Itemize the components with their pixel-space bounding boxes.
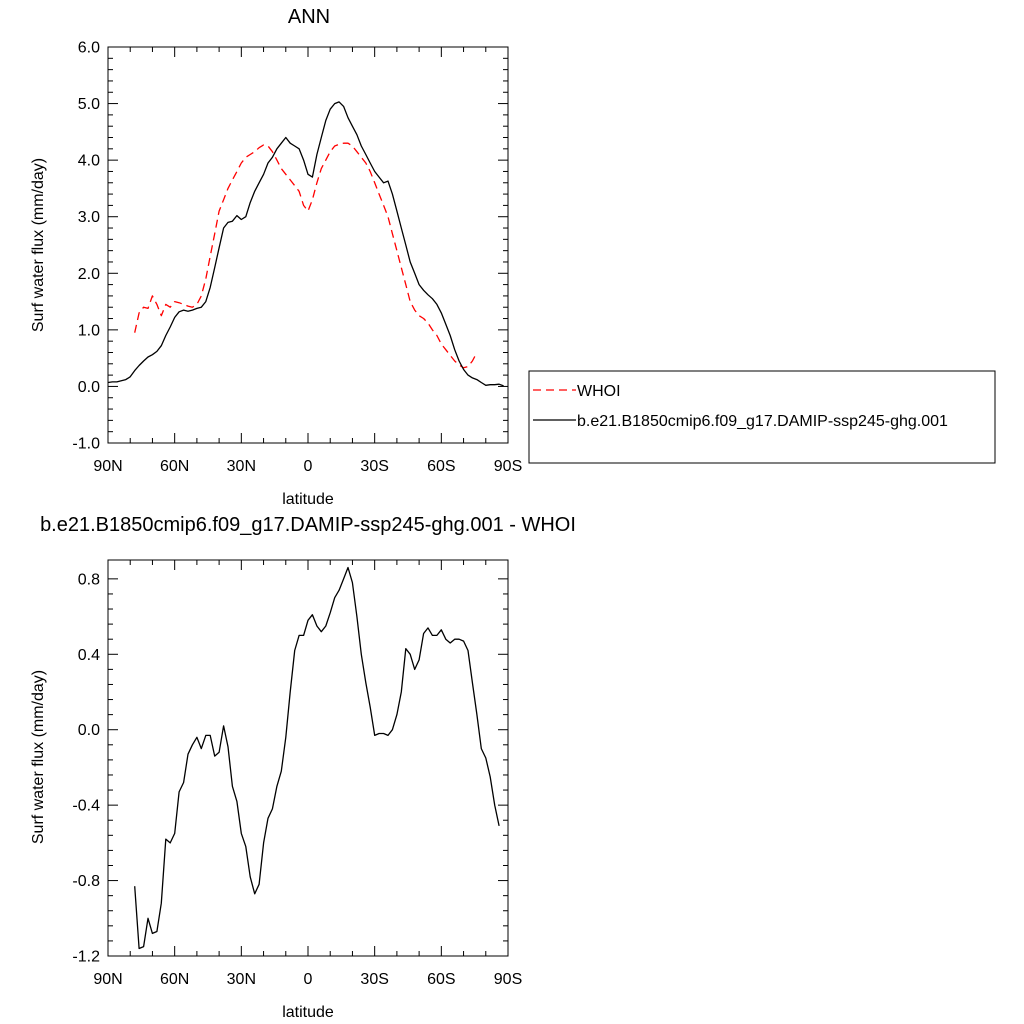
bottom-y-tick-label: -1.2 [72, 949, 100, 966]
bottom-y-tick-label: -0.8 [72, 873, 100, 890]
bottom-series-lines [134, 566, 500, 950]
bottom-y-tick-label: -0.4 [72, 798, 100, 815]
top-y-tick-label: 6.0 [78, 40, 100, 57]
bottom-chart-title: b.e21.B1850cmip6.f09_g17.DAMIP-ssp245-gh… [40, 514, 576, 536]
top-x-tick-label: 60N [160, 458, 189, 475]
top-series-line-0 [134, 142, 478, 369]
bottom-x-tick-label: 30S [360, 971, 388, 988]
top-x-tick-label: 90S [494, 458, 522, 475]
top-y-tick-label: 1.0 [78, 322, 100, 339]
bottom-x-tick-label: 60N [160, 971, 189, 988]
top-x-tick-label: 0 [304, 458, 313, 475]
top-y-tick-label: 3.0 [78, 209, 100, 226]
bottom-axis-ticks [107, 560, 509, 957]
bottom-x-tick-label: 90N [93, 971, 122, 988]
bottom-x-tick-label: 0 [304, 971, 313, 988]
top-x-tick-label: 30S [360, 458, 388, 475]
top-x-tick-label: 30N [227, 458, 256, 475]
bottom-series-line-0 [134, 566, 500, 950]
top-chart-title: ANN [288, 6, 330, 28]
legend-label-model: b.e21.B1850cmip6.f09_g17.DAMIP-ssp245-gh… [577, 413, 948, 430]
top-y-tick-label: 0.0 [78, 379, 100, 396]
bottom-x-tick-label: 30N [227, 971, 256, 988]
top-y-tick-label: 2.0 [78, 266, 100, 283]
legend: WHOI b.e21.B1850cmip6.f09_g17.DAMIP-ssp2… [528, 370, 996, 464]
top-tick-labels: 90N 60N 30N 0 30S 60S 90S -1.0 0.0 1.0 2.0 3.0 4.0 5.… [72, 40, 522, 476]
bottom-x-tick-label: 90S [494, 971, 522, 988]
top-panel: ANN Surf water flux (mm/day) latitude 90… [30, 6, 522, 508]
bottom-x-axis-label: latitude [282, 1004, 334, 1021]
top-y-axis-label: Surf water flux (mm/day) [30, 158, 47, 332]
top-y-tick-label: 4.0 [78, 153, 100, 170]
bottom-tick-labels: 90N 60N 30N 0 30S 60S 90S -1.2 -0.8 -0.4 0.0 0.4 0.8 [72, 571, 522, 988]
bottom-panel: b.e21.B1850cmip6.f09_g17.DAMIP-ssp245-gh… [30, 514, 576, 1021]
top-axis-ticks [107, 46, 509, 444]
top-x-tick-label: 60S [427, 458, 455, 475]
top-y-tick-label: -1.0 [72, 436, 100, 453]
top-plot-frame [107, 46, 509, 444]
bottom-y-tick-label: 0.0 [78, 722, 100, 739]
bottom-x-tick-label: 60S [427, 971, 455, 988]
bottom-y-axis-label: Surf water flux (mm/day) [30, 670, 47, 844]
bottom-y-tick-label: 0.8 [78, 571, 100, 588]
top-x-axis-label: latitude [282, 491, 334, 508]
top-series-lines [107, 101, 504, 387]
legend-box [528, 370, 996, 464]
bottom-plot-frame [107, 559, 509, 957]
top-x-tick-label: 90N [93, 458, 122, 475]
bottom-y-tick-label: 0.4 [78, 647, 100, 664]
top-y-tick-label: 5.0 [78, 96, 100, 113]
legend-label-whoi: WHOI [577, 383, 621, 400]
top-series-line-1 [107, 101, 504, 387]
